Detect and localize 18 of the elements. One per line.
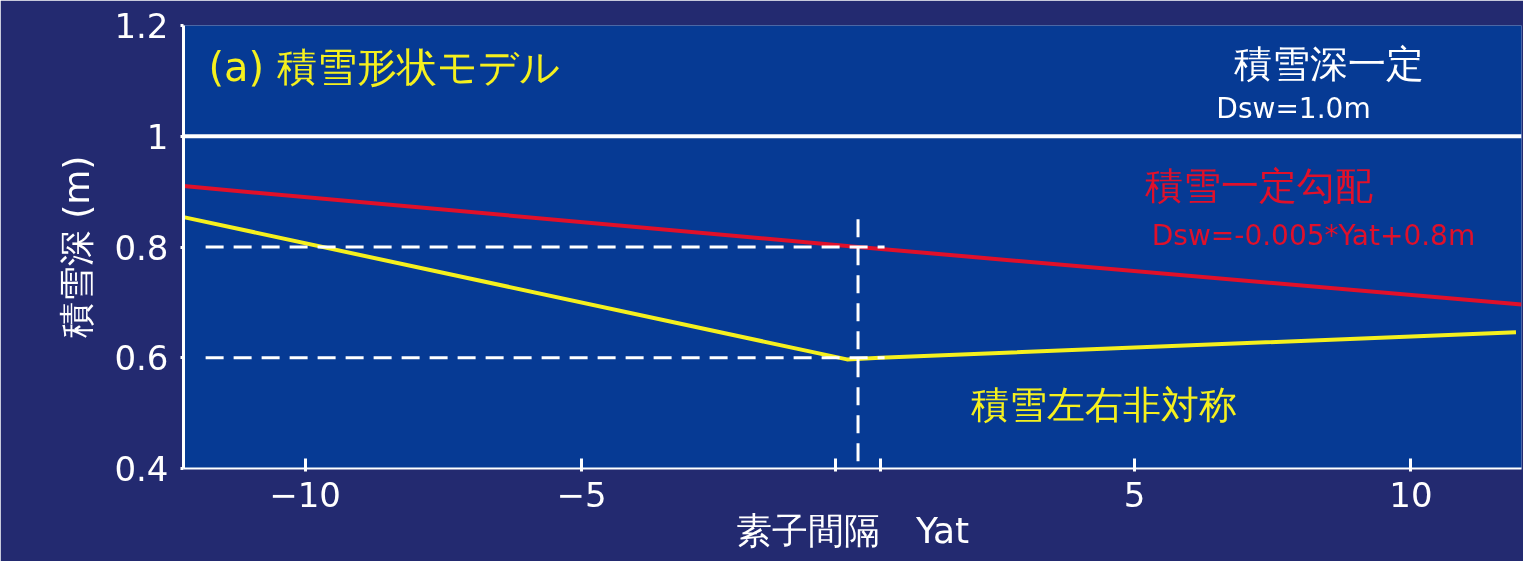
x-tick-label: 10 <box>1389 474 1433 515</box>
y-tick-label: 0.4 <box>114 449 169 489</box>
y-tick-label: 1.2 <box>114 6 169 46</box>
x-tick-label: −10 <box>269 474 342 515</box>
annotation: 積雪左右非対称 <box>970 382 1237 427</box>
x-tick-label: 5 <box>1123 474 1146 515</box>
y-tick-label: 0.8 <box>114 227 169 268</box>
y-tick-label: 1 <box>146 116 169 157</box>
annotation: Dsw=-0.005*Yat+0.8m <box>1151 219 1476 253</box>
y-axis-title: 積雪深 (m) <box>56 155 98 339</box>
annotation: 積雪一定勾配 <box>1144 164 1373 209</box>
annotation: Dsw=1.0m <box>1216 92 1371 126</box>
x-axis-title: 素子間隔 Yat <box>735 509 970 551</box>
x-tick-label: −5 <box>556 474 607 515</box>
y-tick-label: 0.6 <box>114 338 169 379</box>
text: (a) 積雪形状モデル <box>208 44 560 91</box>
line-series <box>183 215 1518 362</box>
annotation: 積雪深一定 <box>1233 42 1424 87</box>
